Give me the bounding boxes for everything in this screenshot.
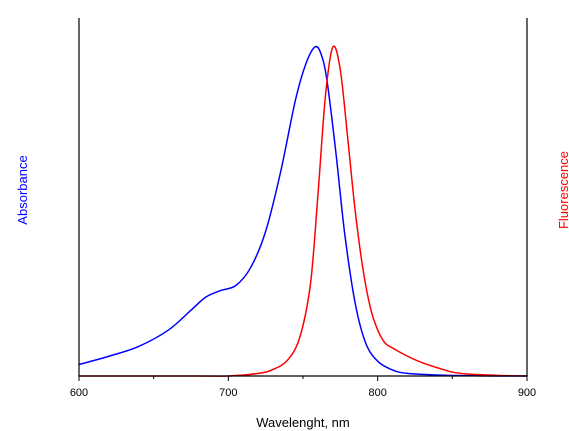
series-layer: [78, 45, 528, 377]
x-tick-label: 600: [70, 387, 88, 399]
fluorescence-curve: [78, 45, 528, 377]
x-axis-title: Wavelenght, nm: [256, 415, 349, 430]
y-axis-title-right: Fluorescence: [556, 151, 569, 229]
absorbance-curve: [78, 45, 528, 377]
y-axis-title-left: Absorbance: [15, 155, 30, 224]
x-tick-label: 800: [368, 387, 386, 399]
x-tick-label: 700: [219, 387, 237, 399]
ticks-layer: 600 700 800 900: [70, 376, 536, 399]
x-tick-label: 900: [518, 387, 536, 399]
